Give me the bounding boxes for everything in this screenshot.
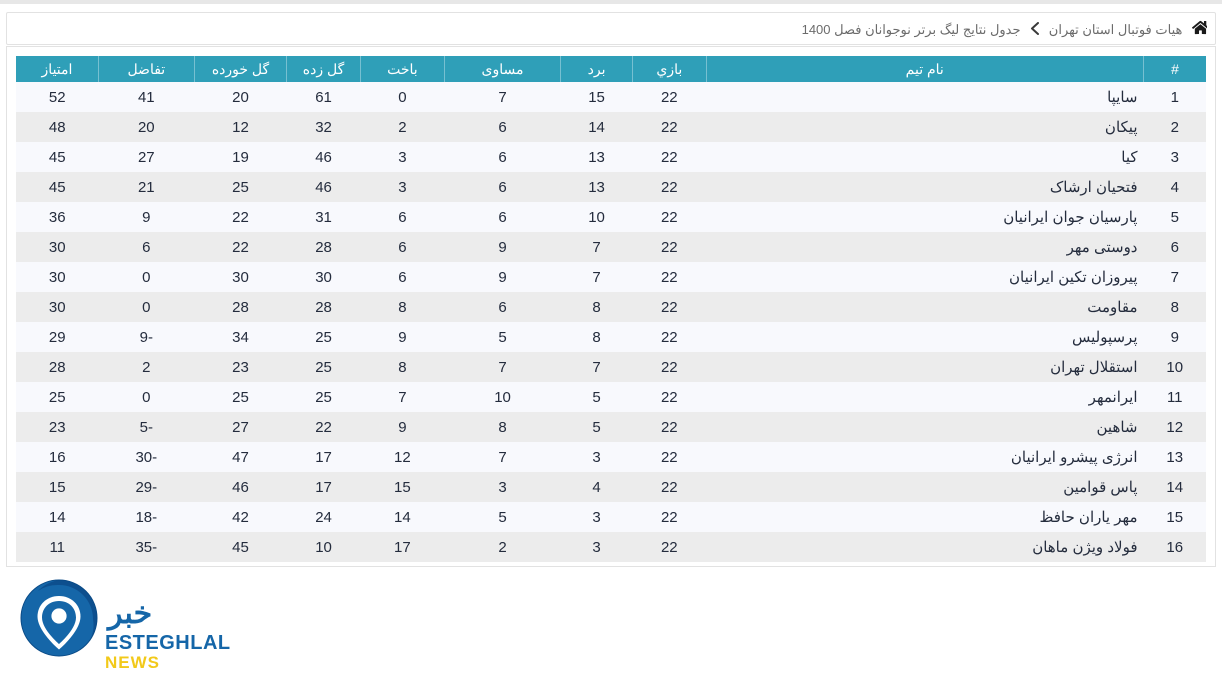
svg-text:خبر: خبر (106, 597, 152, 631)
svg-text:ESTEGHLAL: ESTEGHLAL (105, 632, 231, 654)
svg-text:NEWS: NEWS (105, 653, 160, 671)
